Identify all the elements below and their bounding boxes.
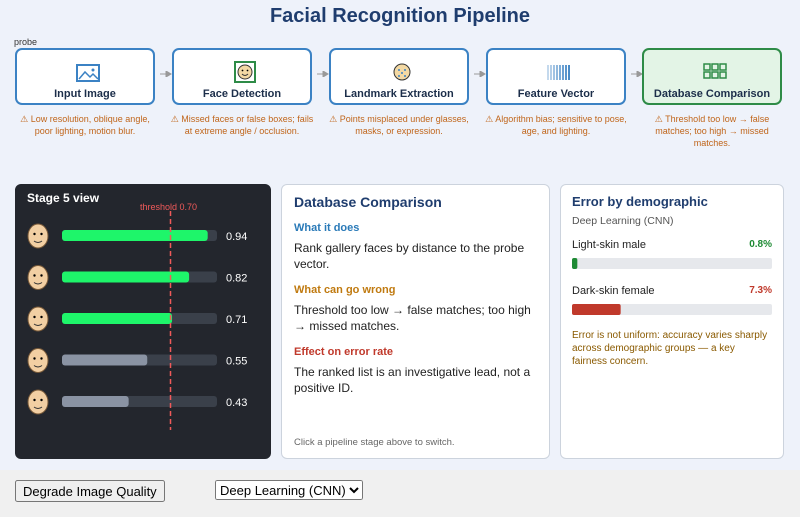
stage-name: Face Detection bbox=[202, 88, 282, 100]
section-heading: What can go wrong bbox=[294, 284, 396, 296]
probe-label: probe bbox=[14, 37, 38, 47]
pipeline-stage[interactable]: Input Image bbox=[15, 48, 155, 105]
stage-warning: ⚠ Low resolution, oblique angle, poor li… bbox=[20, 114, 150, 136]
face-icon bbox=[27, 389, 49, 415]
stage-icon bbox=[703, 63, 727, 79]
group-name: Light-skin male bbox=[572, 239, 646, 251]
detail-footer: Click a pipeline stage above to switch. bbox=[294, 437, 455, 448]
group-value: 7.3% bbox=[749, 285, 772, 296]
detail-title: Database Comparison bbox=[294, 194, 442, 210]
panel-title: Stage 5 view bbox=[27, 191, 100, 205]
face-icon bbox=[27, 223, 49, 249]
pipeline-stage[interactable]: Landmark Extraction bbox=[329, 48, 469, 105]
error-bar bbox=[572, 258, 578, 269]
stage-icon bbox=[76, 64, 100, 82]
pipeline-stage[interactable]: Database Comparison bbox=[642, 48, 782, 105]
group-name: Dark-skin female bbox=[572, 285, 655, 297]
pipeline-stage[interactable]: Feature Vector bbox=[486, 48, 626, 105]
stage-warning: ⚠ Missed faces or false boxes; fails at … bbox=[170, 114, 314, 136]
arrow bbox=[317, 71, 329, 77]
score-bar bbox=[62, 354, 148, 366]
arrow bbox=[631, 71, 643, 77]
group-row: Dark-skin female 7.3% bbox=[572, 285, 772, 319]
section-heading: Effect on error rate bbox=[294, 346, 394, 358]
stage-name: Feature Vector bbox=[517, 88, 595, 100]
face-icon bbox=[27, 265, 49, 290]
model-select[interactable]: Deep Learning (CNN) bbox=[215, 480, 363, 500]
group-value: 0.8% bbox=[749, 239, 772, 250]
score-bar bbox=[62, 313, 173, 324]
score-bar bbox=[62, 271, 190, 283]
section-heading: What it does bbox=[294, 222, 360, 234]
stage-icon bbox=[393, 63, 411, 81]
group-bar-area bbox=[572, 304, 772, 315]
error-bar bbox=[572, 304, 621, 315]
group-bar-area bbox=[572, 258, 772, 269]
threshold-label: threshold 0.70 bbox=[140, 202, 197, 212]
score-label: 0.94 bbox=[226, 231, 247, 243]
score-label: 0.71 bbox=[226, 314, 247, 326]
bar-track bbox=[572, 304, 772, 315]
arrow bbox=[160, 71, 172, 77]
error-title: Error by demographic bbox=[572, 194, 708, 209]
degrade-button[interactable]: Degrade Image Quality bbox=[15, 480, 165, 502]
group-row: Light-skin male 0.8% bbox=[572, 239, 772, 273]
error-panel: Error by demographic Deep Learning (CNN)… bbox=[560, 184, 784, 459]
detail-panel: Database Comparison What it does Rank gal… bbox=[281, 184, 550, 459]
face-icon bbox=[27, 348, 49, 373]
score-label: 0.55 bbox=[226, 356, 247, 368]
face-icon bbox=[27, 306, 49, 332]
bar-track bbox=[572, 258, 772, 269]
score-label: 0.43 bbox=[226, 397, 247, 409]
score-chart: 0.94 0.82 0.71 0.55 0.43 threshold 0.70 bbox=[27, 202, 247, 430]
stage-icon bbox=[547, 65, 570, 80]
arrow bbox=[474, 71, 486, 77]
error-subtitle: Deep Learning (CNN) bbox=[572, 215, 674, 227]
section-text: Rank gallery faces by distance to the pr… bbox=[294, 241, 525, 271]
stage-name: Database Comparison bbox=[653, 88, 771, 100]
stage-name: Input Image bbox=[54, 88, 116, 100]
stage-warning: ⚠ Threshold too low → false matches; too… bbox=[654, 114, 770, 148]
score-bar bbox=[62, 396, 129, 407]
stage-icon bbox=[234, 61, 256, 83]
score-label: 0.82 bbox=[226, 273, 247, 285]
stage-name: Landmark Extraction bbox=[344, 88, 454, 100]
title: Facial Recognition Pipeline bbox=[269, 5, 531, 27]
error-note: Error is not uniform: accuracy varies sh… bbox=[572, 330, 768, 367]
section-text: Threshold too low → false matches; too h… bbox=[294, 303, 531, 333]
score-bar bbox=[62, 230, 208, 241]
pipeline-stage[interactable]: Face Detection bbox=[172, 48, 312, 105]
stage-warning: ⚠ Algorithm bias; sensitive to pose, age… bbox=[485, 114, 627, 136]
stage-warning: ⚠ Points misplaced under glasses, masks,… bbox=[329, 114, 469, 136]
stage-view-panel: Stage 5 view 0.94 0.82 0.71 0.55 0.43 thresho… bbox=[15, 184, 271, 459]
section-text: The ranked list is an investigative lead… bbox=[294, 365, 531, 395]
